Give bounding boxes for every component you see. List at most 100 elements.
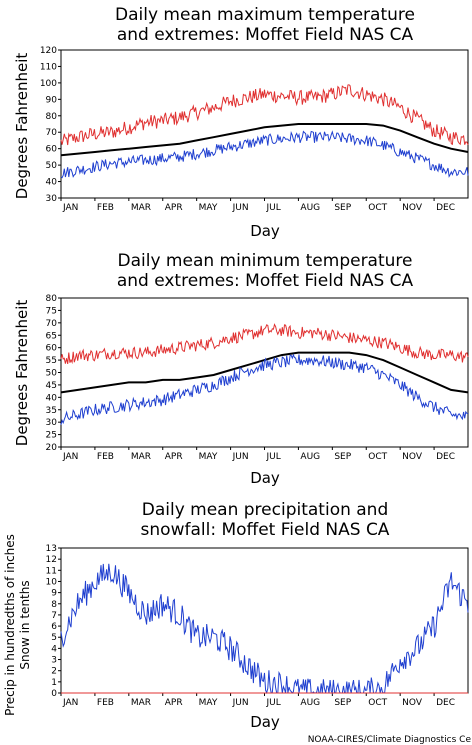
- x-tick-label: SEP: [334, 203, 351, 213]
- y-tick-label: 90: [46, 95, 58, 105]
- x-tick-label: DEC: [436, 698, 455, 708]
- x-tick-label: OCT: [368, 698, 387, 708]
- series-line: [60, 130, 469, 179]
- x-tick-label: MAR: [131, 698, 151, 708]
- x-tick-label: MAY: [199, 203, 218, 213]
- x-tick-label: JUN: [232, 203, 249, 213]
- y-tick-label: 8: [51, 600, 57, 610]
- x-tick-label: MAR: [131, 452, 151, 462]
- x-tick-label: APR: [165, 452, 183, 462]
- x-tick-label: NOV: [402, 203, 423, 213]
- x-tick-label: MAY: [199, 452, 218, 462]
- y-tick-label: 20: [46, 443, 58, 453]
- y-tick-label: 35: [46, 406, 57, 416]
- x-tick-label: NOV: [402, 698, 423, 708]
- y-tick-label: 11: [46, 566, 57, 576]
- y-tick-label: 4: [51, 644, 57, 654]
- chart-title-line2: and extremes: Moffet Field NAS CA: [117, 271, 414, 291]
- x-tick-label: APR: [165, 698, 183, 708]
- y-tick-label: 70: [46, 319, 58, 329]
- plot-area: 20 25 30 35 40 45 50 55 60 65 70 75 80 JAN FEB MAR APR MA…: [46, 294, 469, 462]
- series-line: [60, 353, 469, 425]
- y-tick-label: 1: [51, 678, 57, 688]
- x-tick-label: FEB: [97, 203, 114, 213]
- x-tick-label: SEP: [334, 698, 351, 708]
- x-tick-label: JUN: [232, 698, 249, 708]
- plot-frame: [60, 547, 469, 694]
- y-tick-label: 100: [40, 79, 57, 89]
- x-tick-label: DEC: [436, 203, 455, 213]
- max-temp-chart: Daily mean maximum temperature and extre…: [13, 5, 469, 240]
- y-tick-label: 25: [46, 431, 57, 441]
- y-tick-label: 9: [51, 589, 57, 599]
- y-axis-label: Degrees Fahrenheit: [13, 53, 31, 200]
- y-tick-label: 65: [46, 331, 57, 341]
- min-temp-chart: Daily mean minimum temperature and extre…: [13, 251, 469, 487]
- y-tick-label: 13: [46, 544, 57, 554]
- x-tick-label: SEP: [334, 452, 351, 462]
- y-tick-label: 40: [46, 393, 58, 403]
- y-tick-label: 120: [40, 46, 57, 56]
- y-tick-label: 60: [46, 344, 58, 354]
- y-tick-label: 80: [46, 294, 58, 304]
- y-axis-label-line2: Snow in tenths: [18, 580, 32, 669]
- x-tick-label: NOV: [402, 452, 423, 462]
- y-tick-label: 70: [46, 128, 58, 138]
- chart-title-line1: Daily mean precipitation and: [142, 500, 389, 520]
- series-line: [60, 123, 469, 157]
- y-tick-label: 40: [46, 178, 58, 188]
- y-axis-label: Degrees Fahrenheit: [13, 300, 31, 447]
- x-tick-label: JUL: [266, 698, 281, 708]
- x-tick-label: JUL: [266, 203, 281, 213]
- plot-area: 30 40 50 60 70 80 90 100 110 120 JAN FEB MAR APR MAY JU…: [40, 46, 469, 213]
- y-tick-label: 6: [51, 622, 57, 632]
- x-tick-label: MAR: [131, 203, 151, 213]
- x-tick-label: JUL: [266, 452, 281, 462]
- chart-title-line2: and extremes: Moffet Field NAS CA: [117, 25, 414, 45]
- x-axis-label: Day: [250, 469, 280, 487]
- y-tick-label: 75: [46, 306, 57, 316]
- y-tick-label: 50: [46, 369, 58, 379]
- chart-title-line2: snowfall: Moffet Field NAS CA: [141, 520, 390, 540]
- y-tick-label: 10: [46, 577, 58, 587]
- x-tick-label: OCT: [368, 203, 387, 213]
- plot-frame: [60, 49, 469, 199]
- precip-chart: Daily mean precipitation and snowfall: M…: [3, 500, 469, 731]
- x-axis-label: Day: [250, 713, 280, 731]
- x-tick-label: JAN: [62, 452, 78, 462]
- y-tick-label: 12: [46, 555, 57, 565]
- x-tick-label: MAY: [199, 698, 218, 708]
- x-tick-label: FEB: [97, 698, 114, 708]
- chart-title-line1: Daily mean minimum temperature: [118, 251, 413, 271]
- series-line: [60, 563, 469, 695]
- y-tick-label: 55: [46, 356, 57, 366]
- x-tick-label: JUN: [232, 452, 249, 462]
- y-tick-label: 80: [46, 112, 58, 122]
- credit-text: NOAA-CIRES/Climate Diagnostics Ce: [308, 735, 472, 745]
- y-tick-label: 50: [46, 161, 58, 171]
- y-tick-label: 2: [51, 667, 57, 677]
- x-tick-label: JAN: [62, 203, 78, 213]
- y-tick-label: 110: [40, 62, 57, 72]
- y-axis-label-line1: Precip in hundredths of inches: [3, 534, 17, 716]
- series-line: [60, 323, 469, 365]
- y-tick-label: 5: [51, 633, 57, 643]
- x-tick-label: OCT: [368, 452, 387, 462]
- x-tick-label: JAN: [62, 698, 78, 708]
- y-tick-label: 30: [46, 418, 58, 428]
- x-tick-label: AUG: [300, 698, 320, 708]
- x-tick-label: AUG: [300, 452, 320, 462]
- plot-frame: [60, 297, 469, 448]
- y-tick-label: 3: [51, 656, 57, 666]
- y-tick-label: 60: [46, 145, 58, 155]
- chart-title-line1: Daily mean maximum temperature: [115, 5, 415, 25]
- x-tick-label: DEC: [436, 452, 455, 462]
- y-tick-label: 0: [51, 689, 57, 699]
- x-tick-label: FEB: [97, 452, 114, 462]
- y-tick-label: 45: [46, 381, 57, 391]
- x-tick-label: APR: [165, 203, 183, 213]
- x-tick-label: AUG: [300, 203, 320, 213]
- x-axis-label: Day: [250, 222, 280, 240]
